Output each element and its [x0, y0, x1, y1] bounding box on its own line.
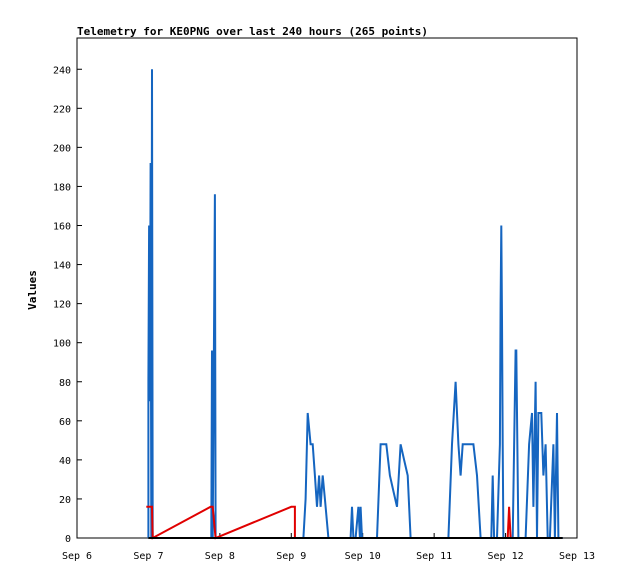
series-group	[146, 69, 563, 540]
chart-title: Telemetry for KE0PNG over last 240 hours…	[77, 25, 428, 38]
y-axis-label: Values	[26, 270, 39, 310]
series-line-1	[147, 69, 563, 539]
y-axis: 0 20 40 60 80 100 120 140 160 180 200 220 240	[53, 65, 82, 545]
y-tick-label: 200	[53, 143, 71, 154]
y-tick-label: 180	[53, 182, 71, 193]
y-tick-label: 220	[53, 104, 71, 115]
x-tick-label: Sep 11	[416, 551, 452, 562]
y-tick-label: 60	[59, 417, 71, 428]
y-tick-label: 100	[53, 339, 71, 350]
x-tick-label: Sep 12	[488, 551, 524, 562]
y-tick-label: 240	[53, 65, 71, 76]
x-tick-label: Sep 7	[133, 551, 163, 562]
x-tick-label: Sep 9	[276, 551, 306, 562]
x-tick-label: Sep 8	[205, 551, 235, 562]
y-tick-label: 0	[65, 534, 71, 545]
y-tick-label: 40	[59, 456, 71, 467]
y-tick-label: 120	[53, 300, 71, 311]
x-tick-label: Sep 10	[345, 551, 381, 562]
x-tick-label: Sep 6	[62, 551, 92, 562]
y-tick-label: 80	[59, 378, 71, 389]
y-tick-label: 160	[53, 222, 71, 233]
x-tick-label: Sep 13	[559, 551, 595, 562]
y-tick-label: 20	[59, 495, 71, 506]
y-tick-label: 140	[53, 261, 71, 272]
